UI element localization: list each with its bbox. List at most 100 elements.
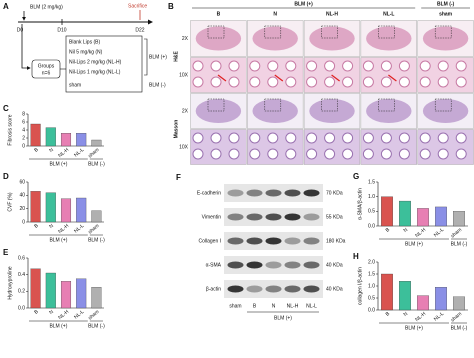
band: [227, 189, 244, 197]
zoom-box: [321, 98, 338, 112]
zoom-box: [434, 25, 452, 39]
zoom-box: [264, 98, 282, 112]
group-label: BLM (+): [405, 325, 423, 331]
protein-label: α-SMA: [206, 262, 222, 268]
bar: [417, 208, 429, 227]
y-tick-label: 40: [19, 193, 25, 199]
alveolus: [437, 132, 449, 144]
protein-label: E-cadherin: [197, 190, 221, 196]
alveolus: [210, 132, 222, 144]
y-tick-label: 1.5: [368, 179, 375, 185]
zoom-box: [434, 98, 452, 112]
alveolus: [437, 148, 449, 160]
lane-label: NL-L: [306, 303, 317, 309]
alveolus: [324, 60, 336, 72]
y-axis-label: collagen I/β-actin: [357, 267, 363, 305]
alveolus: [285, 148, 297, 160]
alveolus: [455, 148, 467, 160]
y-axis-label: Fibrosis score: [7, 114, 13, 145]
x-tick-label: N: [403, 311, 410, 318]
group-label: BLM (-): [451, 325, 468, 331]
alveolus: [380, 76, 392, 88]
bar: [91, 139, 102, 147]
x-tick-label: NL-L: [73, 309, 85, 321]
x-tick-label: NL-L: [433, 311, 445, 323]
alveolus: [455, 132, 467, 144]
group-label: BLM (+): [49, 237, 67, 243]
alveolus: [249, 76, 261, 88]
y-tick-label: 0.0: [368, 307, 375, 313]
bar: [30, 191, 41, 223]
tissue: [309, 26, 355, 51]
protein-label: Vimentin: [202, 214, 222, 220]
alveolus: [285, 76, 297, 88]
lane-label: NL-H: [287, 303, 299, 309]
band: [303, 285, 320, 293]
blot-strip: [224, 280, 323, 298]
groups-n: n=6: [42, 70, 51, 76]
x-tick-label: B: [385, 311, 392, 318]
band: [246, 213, 263, 221]
band: [284, 213, 301, 221]
treatment: sham: [69, 82, 81, 88]
sacrifice-label: Sacrifice: [128, 3, 147, 9]
zoom-box: [207, 25, 225, 39]
size-label: 40 KDa: [326, 286, 343, 292]
zoom-box: [207, 98, 225, 112]
column-label: sham: [439, 11, 453, 17]
alveolus: [285, 132, 297, 144]
y-tick-label: 4: [22, 127, 25, 133]
bar: [60, 133, 72, 147]
y-tick-label: 0: [22, 143, 25, 149]
bar: [45, 272, 56, 309]
alveolus: [419, 132, 431, 144]
group-label: BLM (+): [49, 161, 67, 167]
pointer-arrow: [388, 74, 397, 82]
alveolus: [437, 76, 449, 88]
alveolus: [455, 60, 467, 72]
band: [284, 261, 301, 269]
bar: [399, 281, 411, 311]
y-tick-label: 6: [22, 119, 25, 125]
size-label: 70 KDa: [326, 190, 343, 196]
x-tick-label: NL-H: [57, 147, 70, 159]
x-tick-label: N: [48, 309, 55, 316]
bar: [381, 273, 393, 311]
x-tick-label: sham: [87, 223, 100, 235]
y-axis-label: α-SMA/β-actin: [357, 188, 363, 220]
band: [284, 189, 301, 197]
alveolus: [324, 132, 336, 144]
x-tick-label: sham: [87, 309, 100, 321]
panel-letter: F: [176, 173, 181, 182]
bar: [30, 268, 41, 309]
x-tick-label: B: [33, 147, 40, 154]
day-label: D0: [17, 27, 24, 33]
x-tick-label: N: [48, 223, 55, 230]
band: [303, 237, 320, 245]
x-tick-label: NL-L: [73, 147, 85, 159]
alveolus: [192, 148, 204, 160]
bar: [76, 278, 87, 309]
group-label: BLM (+): [405, 241, 423, 247]
groups-title: Groups: [38, 63, 55, 69]
column-label: NL-L: [383, 11, 394, 17]
bar: [91, 210, 102, 223]
arrow: [21, 24, 31, 70]
alveolus: [210, 76, 222, 88]
group-label: BLM (-): [437, 1, 455, 7]
y-tick-label: 0.5: [368, 209, 375, 215]
column-label: NL-H: [326, 11, 338, 17]
alveolus: [342, 76, 354, 88]
zoom-box: [378, 98, 395, 112]
blot-strip: [224, 256, 323, 274]
day-label: D10: [57, 27, 66, 33]
x-tick-label: sham: [450, 311, 463, 323]
band: [265, 285, 282, 293]
alveolus: [342, 132, 354, 144]
alveolus: [419, 76, 431, 88]
alveolus: [362, 76, 374, 88]
treatment-box: [65, 35, 143, 93]
y-tick-label: 0.2: [18, 289, 25, 295]
group-label: BLM (+): [274, 315, 292, 321]
alveolus: [362, 148, 374, 160]
